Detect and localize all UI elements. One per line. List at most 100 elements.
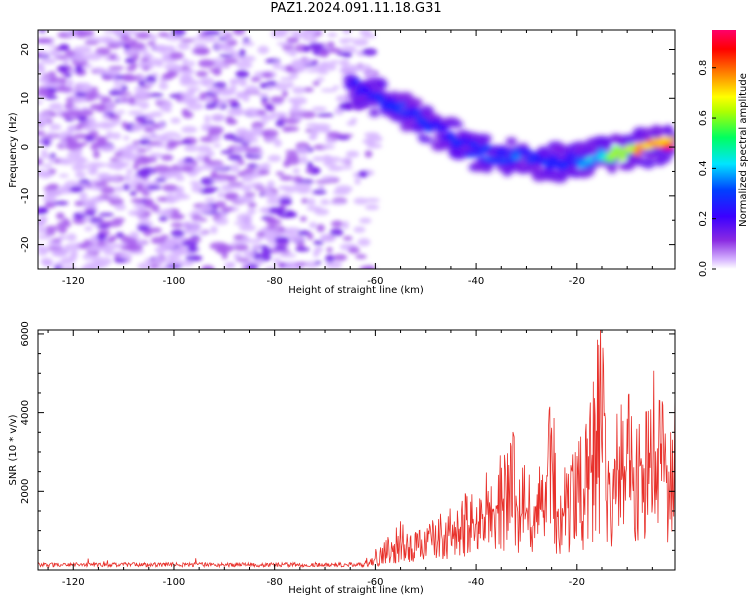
noise-blob bbox=[122, 73, 136, 82]
noise-blob bbox=[314, 260, 322, 265]
noise-blob bbox=[226, 177, 234, 182]
noise-blob bbox=[97, 121, 116, 130]
noise-blob bbox=[113, 30, 128, 35]
noise-blob bbox=[359, 30, 372, 36]
noise-blob bbox=[217, 88, 235, 97]
noise-blob bbox=[233, 107, 244, 116]
ridge-blob bbox=[519, 148, 532, 156]
noise-blob bbox=[113, 81, 127, 86]
noise-blob bbox=[346, 121, 357, 126]
noise-blob bbox=[103, 244, 112, 250]
noise-blob bbox=[97, 36, 115, 44]
ridge-blob bbox=[396, 101, 407, 108]
noise-blob bbox=[364, 204, 380, 211]
snr-plot-area bbox=[38, 330, 675, 569]
noise-blob bbox=[38, 38, 52, 44]
noise-blob bbox=[108, 65, 125, 71]
noise-blob bbox=[272, 60, 281, 70]
noise-blob bbox=[84, 40, 100, 45]
noise-blob bbox=[336, 51, 352, 56]
noise-blob bbox=[246, 163, 259, 168]
noise-blob bbox=[221, 250, 228, 260]
noise-blob bbox=[242, 184, 252, 193]
noise-blob bbox=[204, 115, 211, 123]
noise-blob bbox=[180, 38, 195, 43]
noise-blob bbox=[115, 232, 124, 239]
noise-blob bbox=[198, 59, 216, 68]
noise-blob bbox=[299, 216, 307, 222]
noise-blob bbox=[327, 47, 343, 54]
noise-blob bbox=[38, 171, 53, 179]
noise-blob bbox=[75, 171, 86, 179]
noise-blob bbox=[220, 184, 234, 192]
noise-blob bbox=[38, 30, 47, 33]
noise-blob bbox=[221, 206, 234, 212]
noise-blob bbox=[342, 220, 350, 230]
noise-blob bbox=[135, 31, 152, 40]
noise-blob bbox=[342, 30, 352, 34]
noise-blob bbox=[150, 264, 159, 269]
noise-blob bbox=[119, 253, 133, 261]
noise-blob bbox=[38, 62, 44, 71]
noise-blob bbox=[330, 220, 344, 228]
noise-blob bbox=[299, 155, 308, 165]
noise-blob bbox=[87, 116, 96, 125]
noise-blob bbox=[268, 206, 286, 215]
colorbar-label: Normalized spectral amplitude bbox=[738, 73, 749, 227]
noise-blob bbox=[292, 86, 306, 94]
noise-blob bbox=[130, 179, 142, 185]
noise-blob bbox=[300, 110, 316, 119]
colorbar: 0.0 0.2 0.4 0.6 0.8 Normalized spectral ampl… bbox=[698, 30, 749, 277]
noise-blob bbox=[101, 172, 111, 178]
noise-blob bbox=[320, 199, 330, 205]
noise-blob bbox=[111, 132, 122, 140]
noise-blob bbox=[157, 32, 170, 38]
noise-blob bbox=[123, 30, 139, 35]
noise-blob bbox=[190, 223, 201, 231]
noise-blob bbox=[328, 156, 342, 163]
noise-blob bbox=[163, 131, 179, 137]
noise-blob bbox=[152, 256, 167, 264]
noise-blob bbox=[116, 110, 126, 115]
ridge-halo bbox=[376, 81, 388, 89]
noise-blob bbox=[180, 65, 191, 71]
noise-blob bbox=[329, 200, 347, 205]
noise-blob bbox=[193, 42, 208, 48]
snr-frame bbox=[37, 329, 676, 571]
ridge-blob bbox=[511, 154, 522, 160]
noise-blob bbox=[139, 101, 150, 110]
noise-blob bbox=[69, 186, 84, 193]
noise-blob bbox=[238, 55, 256, 62]
ridge-halo bbox=[446, 120, 464, 128]
noise-blob bbox=[170, 117, 181, 124]
noise-blob bbox=[276, 112, 289, 118]
noise-blob bbox=[217, 191, 225, 199]
noise-blob bbox=[247, 202, 257, 208]
noise-blob bbox=[266, 224, 278, 230]
noise-blob bbox=[133, 86, 144, 92]
noise-blob bbox=[327, 41, 335, 48]
noise-blob bbox=[246, 239, 262, 244]
noise-blob bbox=[43, 186, 58, 192]
noise-blob bbox=[156, 45, 171, 52]
noise-blob bbox=[128, 96, 136, 105]
noise-blob bbox=[325, 261, 343, 269]
snr-y-axis: 2000 4000 6000 bbox=[20, 321, 675, 551]
x-tick-label: -40 bbox=[468, 276, 484, 287]
noise-blob bbox=[98, 212, 115, 217]
noise-blob bbox=[279, 197, 293, 206]
noise-blob bbox=[337, 135, 351, 141]
noise-blob bbox=[235, 257, 251, 262]
noise-blob bbox=[227, 181, 244, 186]
figure-title: PAZ1.2024.091.11.18.G31 bbox=[270, 1, 442, 16]
noise-blob bbox=[239, 48, 246, 58]
noise-blob bbox=[74, 65, 83, 74]
noise-blob bbox=[129, 231, 140, 240]
noise-blob bbox=[92, 67, 104, 72]
noise-blob bbox=[38, 227, 47, 234]
noise-blob bbox=[46, 119, 53, 124]
ridge-halo bbox=[536, 146, 551, 158]
noise-blob bbox=[274, 236, 290, 244]
noise-blob bbox=[256, 235, 264, 240]
noise-blob bbox=[74, 82, 91, 87]
